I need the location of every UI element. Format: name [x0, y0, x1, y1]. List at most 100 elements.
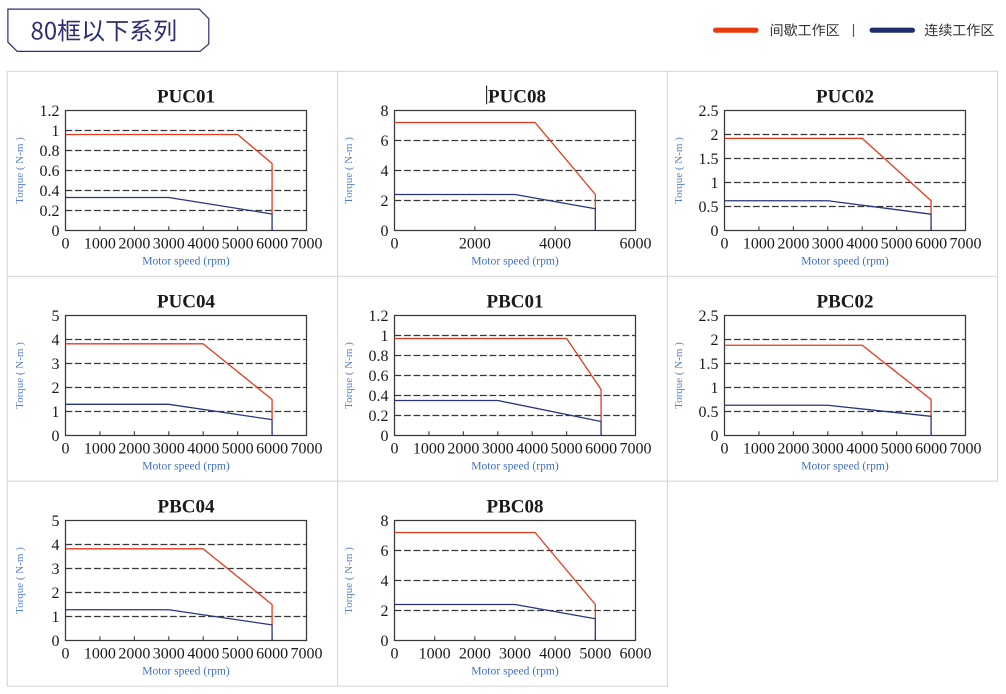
svg-text:2000: 2000 — [777, 441, 809, 458]
svg-text:8: 8 — [381, 103, 389, 120]
svg-text:0: 0 — [62, 236, 70, 253]
svg-text:Motor speed (rpm): Motor speed (rpm) — [142, 460, 230, 473]
svg-text:3000: 3000 — [153, 236, 185, 253]
svg-text:3: 3 — [52, 561, 60, 578]
svg-text:1000: 1000 — [84, 646, 116, 663]
svg-text:4000: 4000 — [187, 441, 219, 458]
svg-text:1000: 1000 — [84, 441, 116, 458]
svg-text:Torque ( N-m ): Torque ( N-m ) — [14, 342, 26, 409]
svg-text:4000: 4000 — [187, 236, 219, 253]
svg-text:1: 1 — [711, 175, 719, 192]
svg-text:0.4: 0.4 — [369, 388, 389, 405]
svg-text:1000: 1000 — [743, 236, 775, 253]
svg-text:0: 0 — [711, 428, 719, 445]
svg-text:PUC01: PUC01 — [157, 86, 215, 107]
svg-text:2: 2 — [381, 193, 389, 210]
svg-text:4000: 4000 — [539, 646, 571, 663]
svg-text:3000: 3000 — [499, 646, 531, 663]
svg-text:0: 0 — [711, 223, 719, 240]
svg-text:3000: 3000 — [153, 441, 185, 458]
svg-text:Torque ( N-m ): Torque ( N-m ) — [343, 547, 355, 614]
svg-text:7000: 7000 — [291, 646, 323, 663]
svg-text:0.5: 0.5 — [699, 199, 719, 216]
svg-text:1000: 1000 — [84, 236, 116, 253]
svg-text:7000: 7000 — [291, 441, 323, 458]
svg-text:2: 2 — [381, 603, 389, 620]
svg-text:2: 2 — [52, 380, 60, 397]
svg-text:5000: 5000 — [551, 441, 583, 458]
svg-text:0.5: 0.5 — [699, 404, 719, 421]
svg-text:4: 4 — [52, 332, 60, 349]
svg-text:6000: 6000 — [256, 236, 288, 253]
svg-text:2000: 2000 — [459, 646, 491, 663]
svg-text:Torque ( N-m ): Torque ( N-m ) — [673, 342, 685, 409]
svg-text:0.8: 0.8 — [40, 143, 60, 160]
svg-text:1000: 1000 — [419, 646, 451, 663]
svg-text:5000: 5000 — [881, 441, 913, 458]
svg-text:2000: 2000 — [118, 646, 150, 663]
svg-text:0: 0 — [62, 646, 70, 663]
svg-text:1: 1 — [52, 123, 60, 140]
svg-text:Torque ( N-m ): Torque ( N-m ) — [14, 137, 26, 204]
svg-text:2.5: 2.5 — [699, 308, 719, 325]
svg-text:0: 0 — [52, 633, 60, 650]
svg-text:6000: 6000 — [620, 236, 652, 253]
svg-text:0: 0 — [391, 236, 399, 253]
svg-text:Motor speed (rpm): Motor speed (rpm) — [801, 460, 889, 473]
svg-text:PUC08: PUC08 — [488, 86, 546, 107]
svg-text:4000: 4000 — [846, 441, 878, 458]
svg-text:Motor speed (rpm): Motor speed (rpm) — [471, 665, 559, 678]
svg-text:PBC04: PBC04 — [158, 496, 216, 517]
svg-text:6000: 6000 — [585, 441, 617, 458]
svg-text:1.2: 1.2 — [369, 308, 389, 325]
svg-text:PBC02: PBC02 — [817, 291, 874, 312]
svg-text:PUC04: PUC04 — [157, 291, 216, 312]
svg-text:4000: 4000 — [516, 441, 548, 458]
svg-text:2000: 2000 — [447, 441, 479, 458]
svg-text:0.4: 0.4 — [40, 183, 60, 200]
svg-text:PBC08: PBC08 — [487, 496, 544, 517]
svg-text:0.2: 0.2 — [369, 408, 389, 425]
svg-text:3: 3 — [52, 356, 60, 373]
svg-text:1.5: 1.5 — [699, 356, 719, 373]
svg-text:1000: 1000 — [743, 441, 775, 458]
svg-text:6000: 6000 — [915, 441, 947, 458]
svg-text:6: 6 — [381, 543, 389, 560]
svg-text:2: 2 — [52, 585, 60, 602]
svg-text:4000: 4000 — [539, 236, 571, 253]
svg-text:5000: 5000 — [222, 646, 254, 663]
svg-text:0.6: 0.6 — [369, 368, 389, 385]
svg-text:Torque ( N-m ): Torque ( N-m ) — [343, 137, 355, 204]
svg-text:2000: 2000 — [777, 236, 809, 253]
svg-text:7000: 7000 — [950, 441, 982, 458]
svg-text:1000: 1000 — [413, 441, 445, 458]
svg-text:Motor speed (rpm): Motor speed (rpm) — [142, 255, 230, 268]
svg-text:1: 1 — [52, 609, 60, 626]
svg-text:1.5: 1.5 — [699, 151, 719, 168]
svg-text:4: 4 — [381, 573, 389, 590]
svg-text:0: 0 — [381, 633, 389, 650]
svg-text:0: 0 — [721, 441, 729, 458]
svg-text:2: 2 — [711, 332, 719, 349]
svg-text:0: 0 — [52, 428, 60, 445]
svg-text:Motor speed (rpm): Motor speed (rpm) — [471, 460, 559, 473]
svg-text:5: 5 — [52, 513, 60, 530]
svg-text:7000: 7000 — [620, 441, 652, 458]
svg-text:2000: 2000 — [459, 236, 491, 253]
svg-text:7000: 7000 — [950, 236, 982, 253]
svg-text:5: 5 — [52, 308, 60, 325]
svg-text:0: 0 — [52, 223, 60, 240]
svg-text:Torque ( N-m ): Torque ( N-m ) — [343, 342, 355, 409]
svg-text:7000: 7000 — [291, 236, 323, 253]
svg-text:1: 1 — [711, 380, 719, 397]
svg-text:3000: 3000 — [812, 441, 844, 458]
svg-text:Motor speed (rpm): Motor speed (rpm) — [471, 255, 559, 268]
svg-text:5000: 5000 — [222, 441, 254, 458]
svg-text:PBC01: PBC01 — [487, 291, 544, 312]
svg-text:6000: 6000 — [915, 236, 947, 253]
svg-text:0: 0 — [721, 236, 729, 253]
svg-text:0.6: 0.6 — [40, 163, 60, 180]
svg-text:4: 4 — [52, 537, 60, 554]
svg-text:0: 0 — [62, 441, 70, 458]
svg-text:5000: 5000 — [579, 646, 611, 663]
